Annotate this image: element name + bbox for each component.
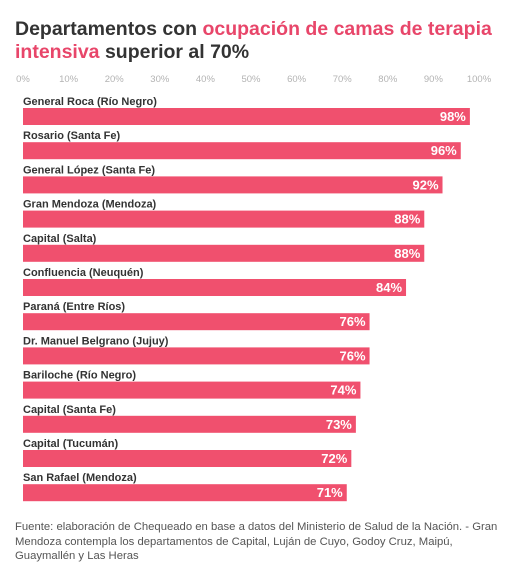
category-label: San Rafael (Mendoza) [23,472,137,484]
category-label: Paraná (Entre Ríos) [23,301,125,313]
x-tick-label: 90% [424,74,444,85]
value-label: 71% [317,485,343,500]
value-label: 84% [376,280,402,295]
category-label: Rosario (Santa Fe) [23,130,121,142]
x-tick-label: 30% [150,74,170,85]
category-label: Capital (Salta) [23,233,97,245]
x-tick-label: 10% [59,74,79,85]
bar [23,279,407,296]
chart-title: Departamentos con ocupación de camas de … [15,18,495,64]
value-label: 96% [431,143,457,158]
bar [23,313,370,331]
value-label: 72% [321,451,347,466]
category-label: Capital (Santa Fe) [23,404,116,416]
x-tick-label: 40% [196,74,216,85]
x-tick-label: 20% [105,74,125,85]
category-label: Capital (Tucumán) [23,438,118,450]
category-label: General Roca (Río Negro) [23,96,157,108]
x-tick-label: 60% [287,74,307,85]
bar [23,450,352,467]
bar [23,381,361,399]
category-label: Gran Mendoza (Mendoza) [23,199,157,211]
value-label: 88% [394,246,420,261]
bars-group: General Roca (Río Negro) 98% Rosario (Sant… [23,96,470,502]
bar [23,210,425,228]
bar-chart: 0% 10% 20% 30% 40% 50% 60% 70% 80% 90% 100% Genera… [16,74,492,502]
bar [23,484,347,502]
value-label: 76% [340,348,366,363]
value-label: 92% [412,177,438,192]
x-tick-label: 70% [333,74,353,85]
x-tick-label: 50% [241,74,261,85]
value-label: 88% [394,212,420,227]
title-part-1: Departamentos con [15,18,203,40]
bar [23,176,443,194]
bar [23,244,425,262]
bar [23,142,461,160]
category-label: General López (Santa Fe) [23,164,155,176]
title-part-3: superior al 70% [99,41,250,63]
value-label: 73% [326,417,352,432]
x-tick-label: 100% [467,74,492,85]
category-label: Confluencia (Neuquén) [23,267,144,279]
category-label: Bariloche (Río Negro) [23,370,136,382]
bar [23,108,470,125]
bar [23,347,370,365]
value-label: 76% [340,314,366,329]
source-note: Fuente: elaboración de Chequeado en base… [15,521,498,562]
category-label: Dr. Manuel Belgrano (Jujuy) [23,335,169,347]
x-tick-label: 0% [16,74,30,85]
x-axis-ticks: 0% 10% 20% 30% 40% 50% 60% 70% 80% 90% 100% [16,74,492,85]
bar [23,415,356,433]
title-highlight: ocupación de camas de terapia intensiva [15,18,492,63]
value-label: 74% [330,383,356,398]
x-tick-label: 80% [378,74,398,85]
value-label: 98% [440,109,466,124]
